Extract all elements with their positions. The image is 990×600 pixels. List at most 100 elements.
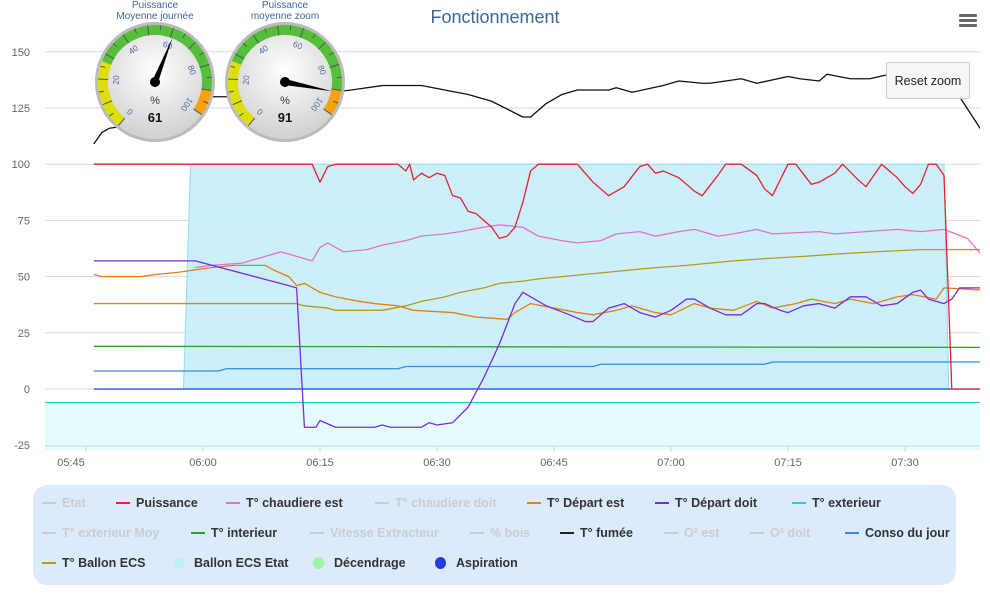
gauge-band (228, 61, 255, 126)
gauge-tick (242, 42, 248, 48)
y-tick-label: 25 (18, 328, 30, 340)
legend-label: O² doit (770, 526, 811, 540)
legend-item-ballon-ecs-etat[interactable]: Ballon ECS Etat (173, 556, 288, 570)
gauge-tick (134, 28, 138, 34)
gauge-tick (228, 90, 234, 93)
gauge-tick (159, 25, 162, 31)
series-line-t-ballon-ecs (93, 248, 980, 311)
legend-line-icon (375, 502, 389, 504)
legend-label: Décendrage (334, 556, 406, 570)
legend-label: T° fumée (580, 526, 633, 540)
series-area-t-exterieur (45, 402, 980, 450)
legend-dot-icon (313, 557, 324, 569)
legend-item-o-est[interactable]: O² est (664, 526, 719, 540)
legend-label: Conso du jour (865, 526, 950, 540)
legend-line-icon (527, 502, 541, 504)
legend: Etat Puissance T° chaudiere est T° chaudier… (33, 485, 956, 585)
y-tick-label: 150 (12, 47, 30, 59)
gauge-tick (102, 100, 113, 106)
gauge-tick (98, 78, 109, 81)
gauge-tick-label: 0 (125, 106, 135, 117)
gauge-tick (147, 25, 150, 36)
gauge-1-title-line1: Puissance (131, 0, 179, 11)
gauge-tick (169, 27, 175, 38)
x-tick-label: 07:00 (657, 457, 685, 469)
legend-item-d-cendrage[interactable]: Décendrage (313, 556, 406, 570)
series-line-t-chaudiere-est (195, 224, 980, 269)
gauge-2-title: Puissance moyenne zoom (225, 0, 345, 22)
legend-item-t-chaudiere-doit[interactable]: T° chaudiere doit (375, 496, 497, 510)
legend-label: T° exterieur (812, 496, 881, 510)
y-tick-label: 0 (24, 384, 30, 396)
legend-label: % bois (490, 526, 531, 540)
chart-plot[interactable]: 150 125 100 75 50 25 0 -25 05:45 06:00 06:15 06:30 0… (0, 0, 990, 480)
legend-item-t-exterieur[interactable]: T° exterieur (792, 496, 881, 510)
x-tick-label: 07:30 (891, 457, 919, 469)
hamburger-icon[interactable] (959, 14, 977, 30)
reset-zoom-button[interactable]: Reset zoom (886, 62, 970, 99)
legend-label: Puissance (136, 496, 198, 510)
gauge-tick (264, 28, 268, 34)
legend-label: Etat (62, 496, 86, 510)
gauge-tick-label: 80 (316, 64, 329, 76)
gauge-tick (331, 88, 342, 91)
legend-item-t-exterieur-moy[interactable]: T° exterieur Moy (42, 526, 159, 540)
legend-label: T° Départ doit (675, 496, 758, 510)
gauge-tick (112, 42, 118, 48)
gauge-tick (188, 41, 197, 50)
legend-item-puissance[interactable]: Puissance (116, 496, 198, 510)
legend-line-icon (664, 532, 678, 534)
y-tick-label: 125 (12, 103, 30, 115)
y-tick-label: 75 (18, 215, 30, 227)
gauge-pivot (280, 77, 290, 87)
gauge-tick (117, 117, 126, 126)
legend-line-icon (560, 532, 574, 534)
gauge-tick (98, 90, 104, 93)
x-tick-label: 06:45 (540, 457, 568, 469)
legend-item-t-ballon-ecs[interactable]: T° Ballon ECS (42, 556, 145, 570)
legend-item-vitesse-extracteur[interactable]: Vitesse Extracteur (310, 526, 439, 540)
legend-item--bois[interactable]: % bois (470, 526, 530, 540)
gauge-tick (199, 52, 204, 56)
gauge-tick (277, 25, 280, 36)
legend-line-icon (655, 502, 669, 504)
y-tick-label: 100 (12, 159, 30, 171)
gauge-tick (199, 63, 210, 68)
gauge-needle (152, 37, 173, 84)
gauge-band (323, 88, 342, 115)
gauge-tick (228, 78, 239, 81)
legend-dot-icon (435, 557, 446, 569)
x-tick-label: 06:30 (423, 457, 451, 469)
series-line-t-d-part-doit (93, 260, 980, 428)
x-tick-label: 06:00 (189, 457, 217, 469)
gauge-band (98, 61, 125, 126)
legend-line-icon (42, 562, 56, 564)
legend-item-t-interieur[interactable]: T° interieur (191, 526, 277, 540)
legend-item-conso-du-jour[interactable]: Conso du jour (845, 526, 950, 540)
legend-label: T° Ballon ECS (62, 556, 146, 570)
legend-item-aspiration[interactable]: Aspiration (435, 556, 518, 570)
legend-item-t-d-part-est[interactable]: T° Départ est (527, 496, 624, 510)
legend-label: T° chaudiere doit (395, 496, 497, 510)
legend-label: Aspiration (456, 556, 518, 570)
legend-label: T° exterieur Moy (62, 526, 160, 540)
legend-label: T° chaudiere est (246, 496, 343, 510)
gauge-tick (182, 33, 186, 39)
gauge-tick-label: 80 (186, 64, 199, 76)
gauge-needle (284, 79, 333, 92)
legend-line-icon (845, 532, 859, 534)
chart-title: Fonctionnement (430, 7, 560, 27)
legend-item-t-fum-e[interactable]: T° fumée (560, 526, 633, 540)
legend-item-o-doit[interactable]: O² doit (750, 526, 810, 540)
gauge-2-title-line1: Puissance (261, 0, 309, 11)
legend-line-icon (116, 502, 130, 504)
legend-item-t-d-part-doit[interactable]: T° Départ doit (655, 496, 757, 510)
gauge-tick (100, 65, 106, 68)
legend-item-etat[interactable]: Etat (42, 496, 86, 510)
gauge-value: 91 (278, 110, 292, 125)
x-tick-label: 05:45 (57, 457, 85, 469)
gauge-tick (318, 41, 327, 50)
legend-item-t-chaudiere-est[interactable]: T° chaudiere est (226, 496, 343, 510)
gauge-band (101, 25, 212, 91)
gauge-tick (105, 53, 115, 60)
